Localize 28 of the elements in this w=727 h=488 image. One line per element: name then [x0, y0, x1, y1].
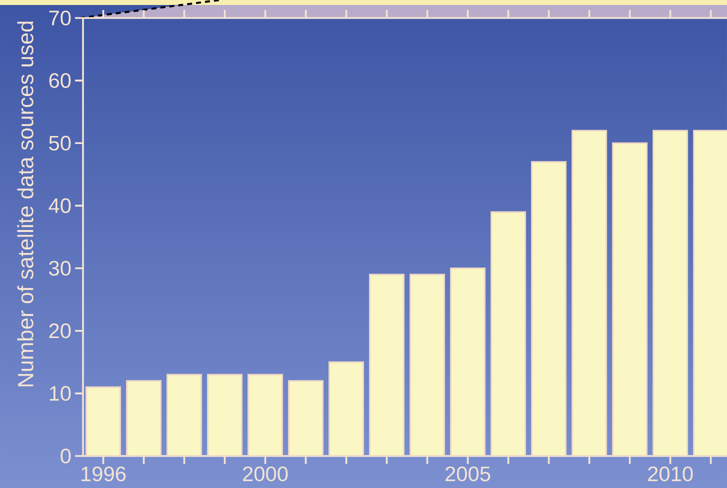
y-tick-label: 40 [48, 198, 71, 214]
y-tick-label: 60 [49, 73, 71, 88]
bar [652, 130, 688, 456]
bar [490, 211, 526, 456]
y-tick-label: 30 [49, 260, 71, 276]
y-axis-title: Number of satellite data sources used [17, 22, 34, 386]
bar [166, 374, 202, 456]
x-tick-label: 2010 [648, 466, 693, 482]
x-tick-label: 2000 [243, 466, 288, 482]
bar [531, 161, 567, 456]
bar [612, 142, 648, 456]
y-tick-label: 50 [49, 136, 71, 151]
bar [207, 374, 243, 456]
bar [410, 274, 446, 456]
y-tick-label: 0 [60, 448, 71, 464]
bar [450, 268, 486, 456]
y-tick-label: 20 [49, 323, 71, 338]
bar [126, 380, 162, 456]
bar [572, 130, 608, 456]
y-tick-label: 10 [50, 386, 71, 401]
bar [328, 361, 364, 456]
bar [288, 380, 324, 456]
x-tick-label: 2005 [446, 466, 490, 482]
y-tick-label: 70 [49, 10, 71, 26]
x-tick-label: 1996 [82, 466, 126, 482]
bar [248, 374, 284, 456]
bar [369, 274, 405, 456]
bar [86, 386, 122, 456]
